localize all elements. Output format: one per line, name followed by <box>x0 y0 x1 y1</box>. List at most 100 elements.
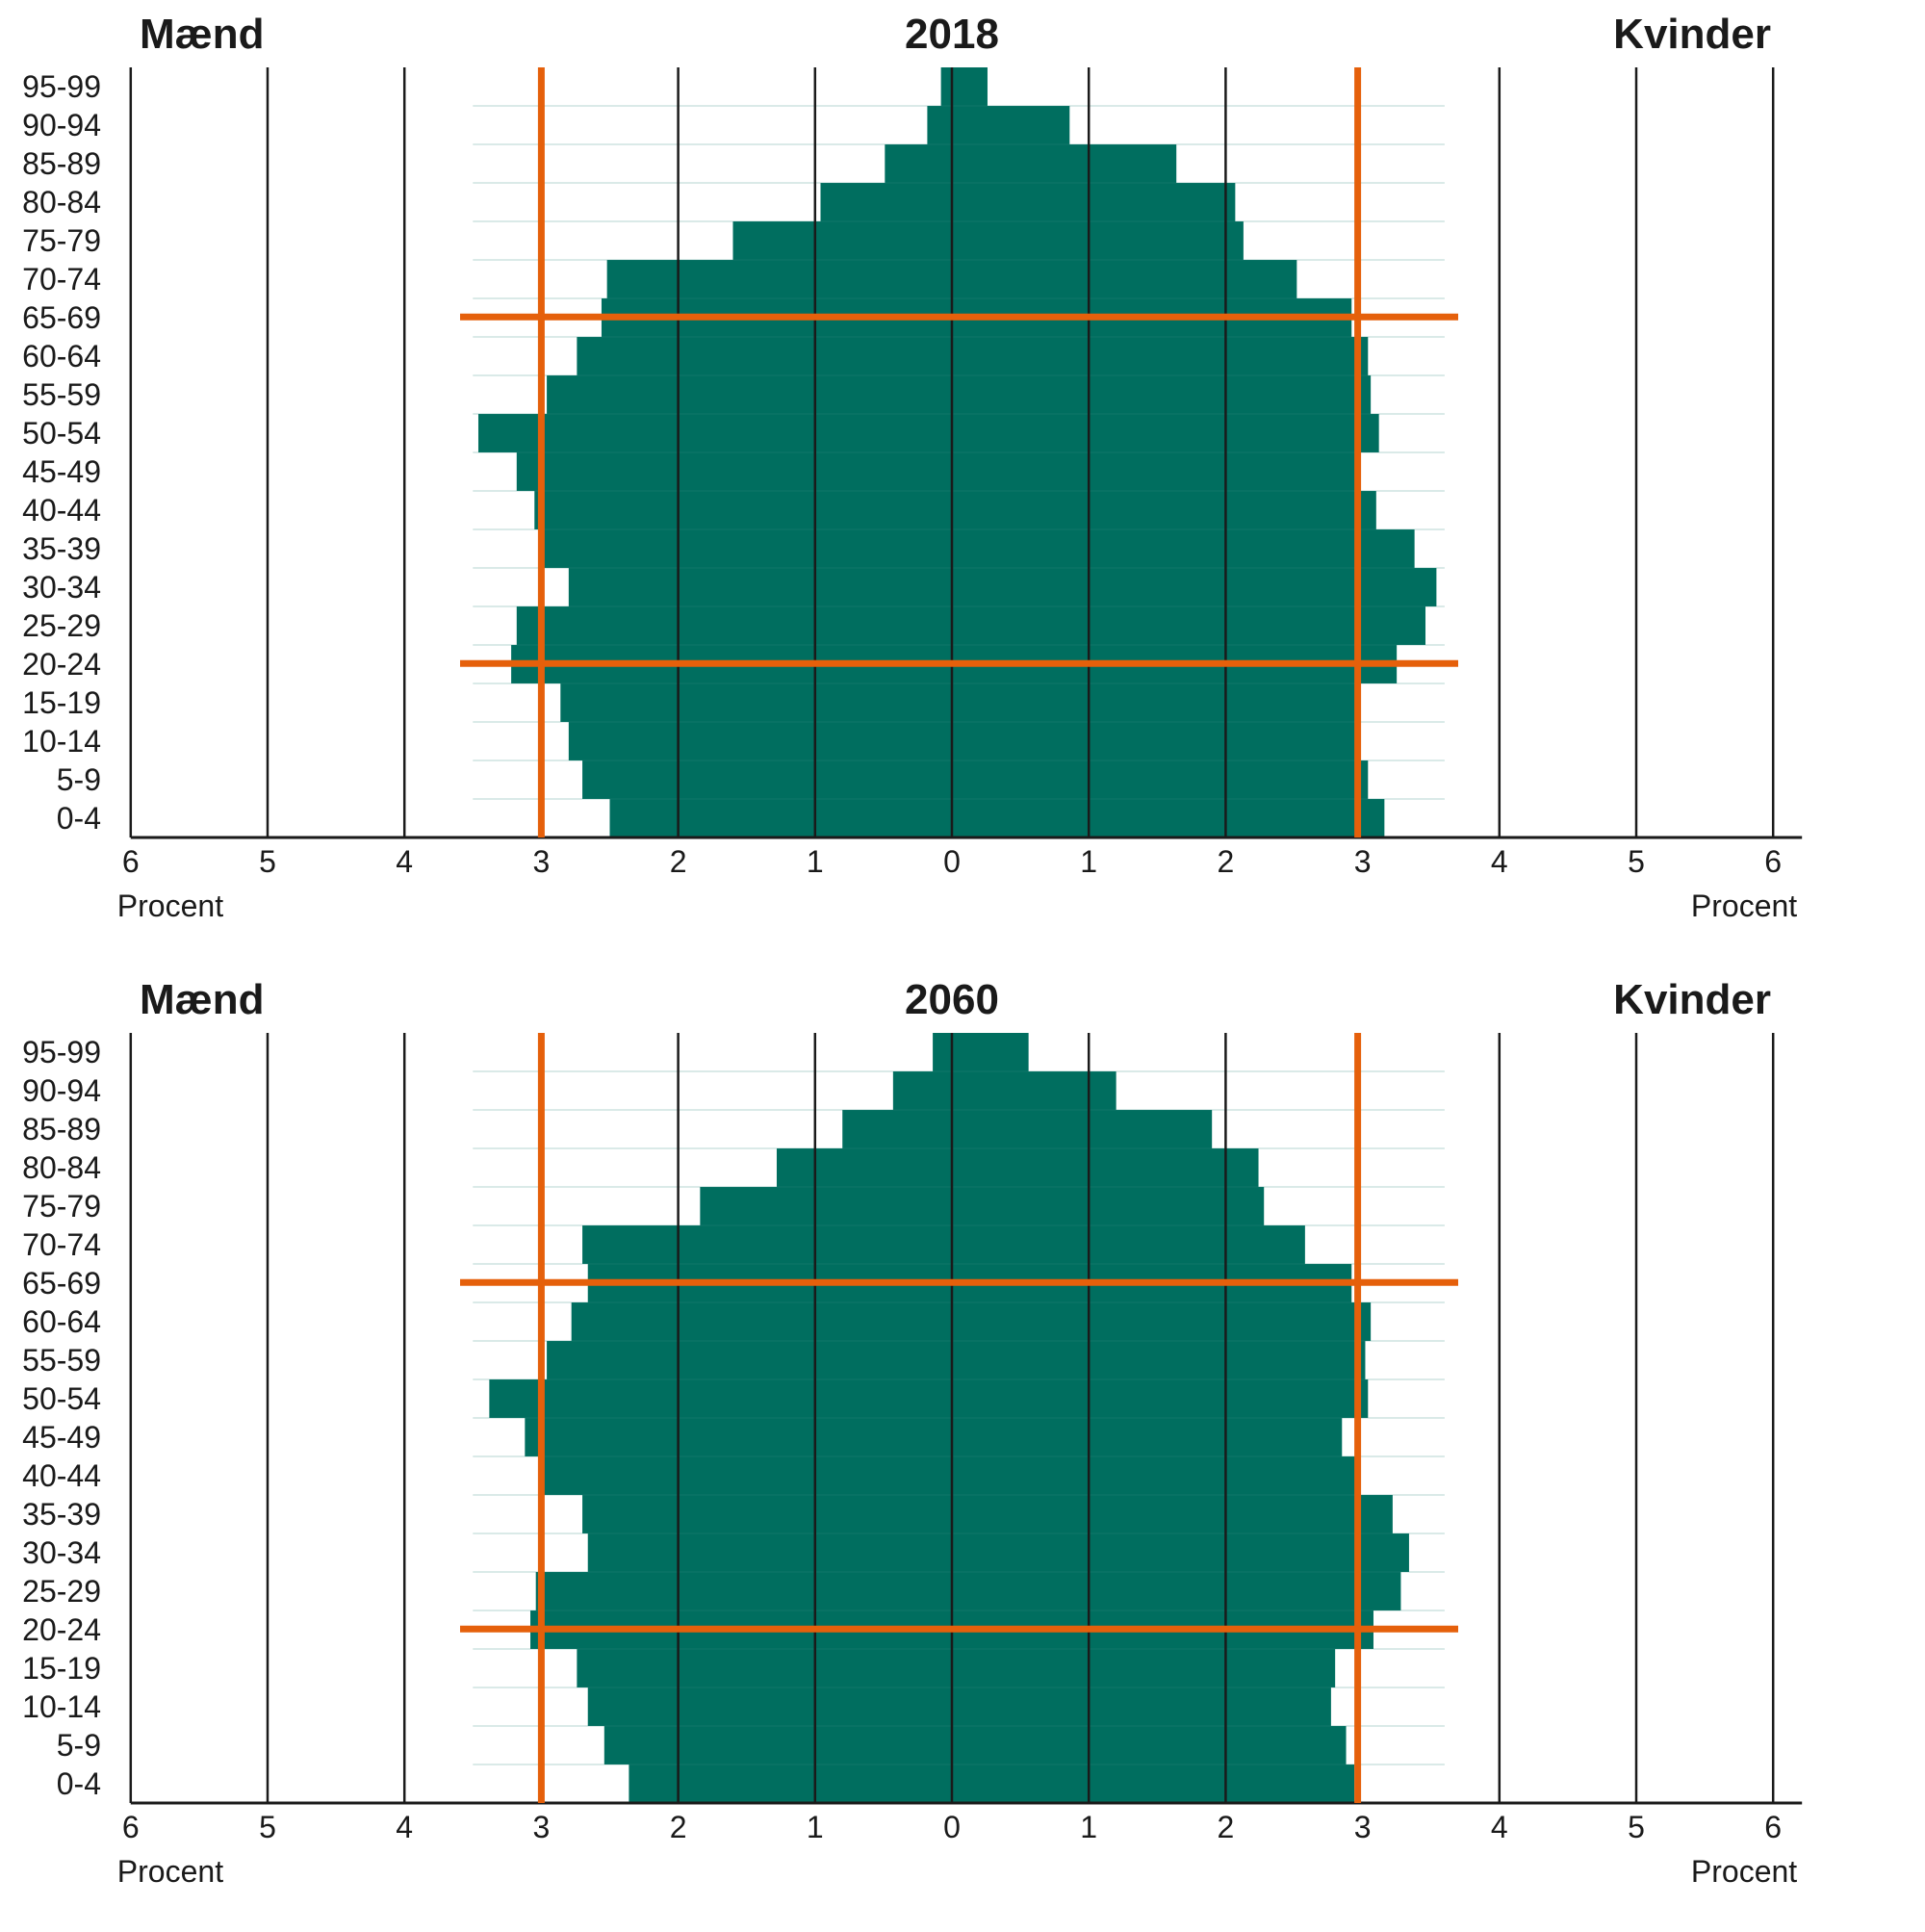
bar-kvinder-70-74 <box>952 260 1297 298</box>
bar-kvinder-30-34 <box>952 1533 1409 1572</box>
age-label: 60-64 <box>22 1304 101 1339</box>
x-tick-label: 0 <box>943 844 961 879</box>
x-tick-label: 3 <box>533 1810 551 1844</box>
x-tick-label: 4 <box>1491 1810 1508 1844</box>
age-label: 80-84 <box>22 1150 101 1185</box>
title-maend: Mænd <box>140 11 265 58</box>
title-kvinder: Kvinder <box>1613 11 1771 58</box>
age-label: 40-44 <box>22 493 101 528</box>
bar-kvinder-85-89 <box>952 1110 1213 1148</box>
age-label: 5-9 <box>57 762 101 797</box>
bar-maend-95-99 <box>940 67 952 106</box>
bar-maend-10-14 <box>587 1687 952 1726</box>
bar-kvinder-10-14 <box>952 1687 1331 1726</box>
bar-maend-60-64 <box>577 337 952 375</box>
x-tick-label: 1 <box>807 1810 824 1844</box>
bar-maend-15-19 <box>577 1649 952 1687</box>
x-tick-label: 5 <box>259 1810 276 1844</box>
axis-label-right: Procent <box>1691 889 1797 923</box>
x-tick-label: 6 <box>1764 844 1782 879</box>
x-tick-label: 0 <box>943 1810 961 1844</box>
bar-maend-75-79 <box>732 221 952 260</box>
age-label: 95-99 <box>22 69 101 104</box>
bar-maend-80-84 <box>776 1148 952 1187</box>
age-label: 85-89 <box>22 146 101 181</box>
bar-maend-70-74 <box>582 1225 952 1264</box>
bar-maend-25-29 <box>535 1572 952 1610</box>
age-label: 5-9 <box>57 1728 101 1763</box>
x-tick-label: 4 <box>396 844 413 879</box>
age-label: 30-34 <box>22 570 101 605</box>
age-label: 20-24 <box>22 1612 101 1647</box>
age-label: 60-64 <box>22 339 101 374</box>
x-tick-label: 1 <box>807 844 824 879</box>
age-label: 50-54 <box>22 416 101 451</box>
bar-maend-50-54 <box>489 1379 952 1418</box>
age-label: 20-24 <box>22 647 101 682</box>
age-label: 10-14 <box>22 724 101 759</box>
age-label: 70-74 <box>22 1227 101 1262</box>
bar-kvinder-35-39 <box>952 1495 1393 1533</box>
age-label: 85-89 <box>22 1112 101 1146</box>
bar-kvinder-40-44 <box>952 1456 1360 1495</box>
bar-maend-45-49 <box>525 1418 952 1456</box>
bar-maend-5-9 <box>582 760 952 799</box>
bar-maend-35-39 <box>544 529 952 568</box>
age-label: 55-59 <box>22 377 101 412</box>
bar-kvinder-15-19 <box>952 1649 1336 1687</box>
bar-kvinder-60-64 <box>952 337 1369 375</box>
bar-kvinder-80-84 <box>952 183 1236 221</box>
bar-kvinder-70-74 <box>952 1225 1305 1264</box>
bar-kvinder-90-94 <box>952 106 1070 144</box>
bar-kvinder-15-19 <box>952 683 1357 722</box>
age-label: 75-79 <box>22 1189 101 1224</box>
x-tick-label: 5 <box>1628 1810 1645 1844</box>
bar-maend-0-4 <box>629 1765 952 1803</box>
bar-kvinder-50-54 <box>952 414 1379 452</box>
age-label: 65-69 <box>22 1266 101 1301</box>
age-label: 15-19 <box>22 685 101 720</box>
axis-label-left: Procent <box>117 1854 223 1889</box>
bar-kvinder-0-4 <box>952 1765 1355 1803</box>
bar-kvinder-30-34 <box>952 568 1437 606</box>
age-label: 75-79 <box>22 223 101 258</box>
bar-kvinder-25-29 <box>952 606 1426 645</box>
bar-kvinder-25-29 <box>952 1572 1401 1610</box>
x-tick-label: 2 <box>1218 1810 1235 1844</box>
bar-maend-25-29 <box>516 606 952 645</box>
bar-kvinder-95-99 <box>952 1033 1029 1071</box>
age-label: 0-4 <box>57 1766 101 1801</box>
x-tick-label: 3 <box>1354 844 1372 879</box>
title-kvinder: Kvinder <box>1613 976 1771 1023</box>
x-tick-label: 1 <box>1080 1810 1097 1844</box>
pyramid-chart-2018: 0-4 5-9 10-14 15-19 20-24 25-29 30-34 35-39 40-4… <box>22 11 1803 923</box>
bar-maend-15-19 <box>560 683 952 722</box>
axis-label-left: Procent <box>117 889 223 923</box>
bar-kvinder-75-79 <box>952 1187 1265 1225</box>
x-tick-label: 2 <box>670 1810 687 1844</box>
x-tick-label: 6 <box>1764 1810 1782 1844</box>
bar-kvinder-50-54 <box>952 1379 1369 1418</box>
bar-maend-40-44 <box>538 1456 952 1495</box>
x-tick-label: 5 <box>259 844 276 879</box>
age-label: 55-59 <box>22 1343 101 1378</box>
age-label: 95-99 <box>22 1035 101 1069</box>
x-tick-label: 6 <box>122 844 140 879</box>
bar-maend-70-74 <box>606 260 952 298</box>
bar-maend-95-99 <box>933 1033 952 1071</box>
bar-maend-45-49 <box>516 452 952 491</box>
bar-maend-85-89 <box>885 144 952 183</box>
age-label: 45-49 <box>22 454 101 489</box>
age-label: 0-4 <box>57 801 101 836</box>
chart-title-year: 2060 <box>905 976 999 1023</box>
bar-kvinder-5-9 <box>952 1726 1347 1765</box>
bar-maend-5-9 <box>603 1726 952 1765</box>
bar-maend-55-59 <box>547 1341 952 1379</box>
bar-kvinder-40-44 <box>952 491 1376 529</box>
age-label: 25-29 <box>22 1574 101 1609</box>
age-label: 80-84 <box>22 185 101 219</box>
age-label: 35-39 <box>22 531 101 566</box>
bar-kvinder-10-14 <box>952 722 1360 760</box>
